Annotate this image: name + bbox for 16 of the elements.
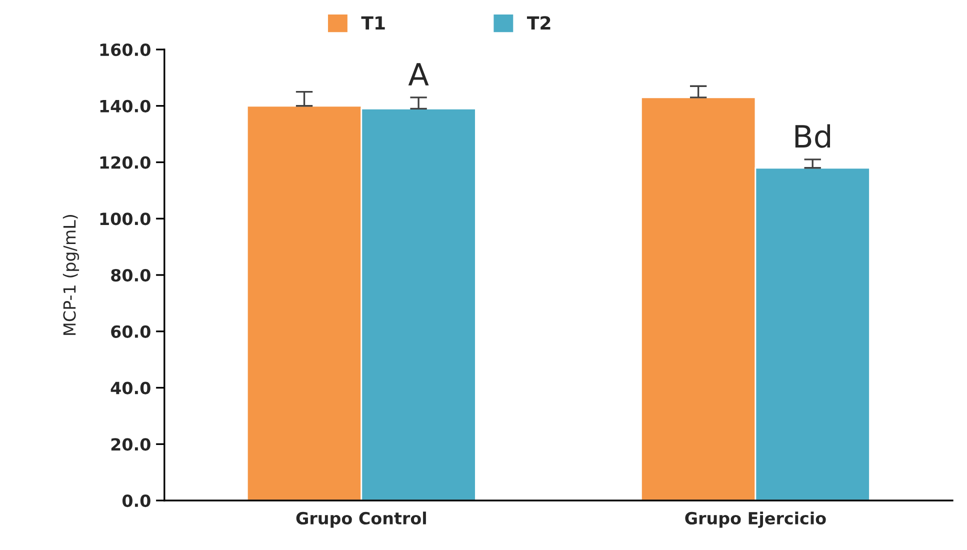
y-tick-label: 140.0 xyxy=(100,100,150,112)
y-tick-label: 40.0 xyxy=(110,382,150,394)
y-tick-label: 20.0 xyxy=(111,438,150,451)
legend-label: T2 xyxy=(526,16,550,30)
annotation: A xyxy=(408,63,429,86)
y-tick-label: 160.0 xyxy=(100,43,150,56)
annotation: Bd xyxy=(795,124,830,148)
y-axis-title: MCP-1 (pg/mL) xyxy=(62,214,80,335)
y-tick-label: 120.0 xyxy=(100,156,150,169)
y-tick-label: 100.0 xyxy=(100,212,150,226)
legend-label: T1 xyxy=(361,16,385,30)
y-tick-label: 80.0 xyxy=(111,268,150,282)
y-tick-label: 0.0 xyxy=(122,494,150,508)
x-tick-label: Grupo Ejercicio xyxy=(685,512,826,528)
y-tick-label: 60.0 xyxy=(111,325,150,338)
x-tick-label: Grupo Control xyxy=(296,512,426,528)
